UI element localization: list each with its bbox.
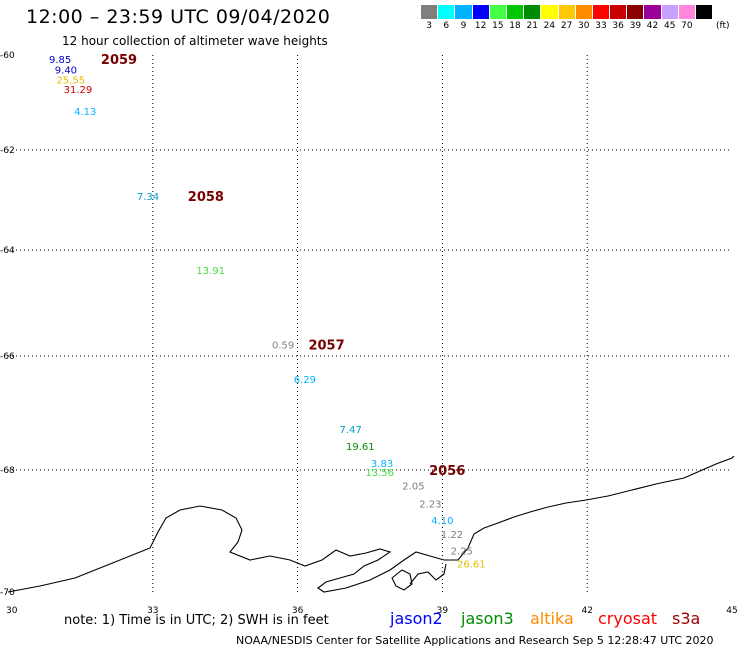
coastline-main — [7, 455, 735, 593]
satellite-name: altika — [530, 609, 574, 628]
legend-label: 33 — [595, 21, 607, 31]
coastline-inlet — [409, 563, 447, 585]
legend-swatch: 39 — [627, 5, 645, 31]
lon-tick-label: 30 — [6, 606, 18, 616]
legend-swatch: 3 — [421, 5, 439, 31]
wave-height-value: 31.29 — [64, 85, 93, 96]
legend-swatch: 18 — [506, 5, 525, 31]
pass-number-label: 2058 — [188, 190, 224, 205]
lat-tick-label: -70 — [0, 588, 15, 598]
credit-line: NOAA/NESDIS Center for Satellite Applica… — [236, 634, 714, 647]
legend-swatch — [696, 5, 714, 19]
legend-label: 15 — [492, 21, 504, 31]
legend-swatch: 42 — [644, 5, 662, 31]
wave-height-value: 1.22 — [441, 530, 463, 541]
lat-tick-label: -62 — [0, 146, 15, 156]
legend-label: 45 — [663, 21, 676, 31]
map-grid: 30 33 36 39 42 45 -60 -62 -64 -66 -68 -70 — [0, 51, 738, 616]
lat-tick-label: -64 — [0, 246, 15, 256]
footer-note: note: 1) Time is in UTC; 2) SWH is in fe… — [64, 613, 329, 628]
legend-label: 27 — [560, 21, 573, 31]
legend-swatch: 30 — [575, 5, 593, 31]
satellite-name: jason2 — [390, 609, 443, 628]
lon-tick-label: 36 — [292, 606, 304, 616]
legend-label: 70 — [681, 21, 693, 31]
wave-height-value: 4.10 — [431, 516, 453, 527]
map-subtitle: 12 hour collection of altimeter wave hei… — [62, 34, 328, 48]
legend-swatch: 33 — [592, 5, 611, 31]
legend-label: 6 — [443, 21, 450, 31]
coastline — [7, 455, 735, 593]
pass-number-label: 2057 — [308, 338, 344, 353]
legend-swatch: 36 — [610, 5, 628, 31]
legend-swatch: 70 — [678, 5, 696, 31]
lat-tick-label: -68 — [0, 466, 15, 476]
wave-height-value: 3.83 — [371, 459, 393, 470]
legend-label: 42 — [646, 21, 659, 31]
legend-swatch: 24 — [541, 5, 559, 31]
legend-label: 9 — [460, 21, 467, 31]
satellite-name: cryosat — [598, 609, 658, 628]
wave-height-value: 2.25 — [451, 547, 473, 558]
wave-height-value: 6.29 — [294, 375, 316, 386]
pass-number-label: 2056 — [429, 464, 465, 479]
lat-tick-label: -60 — [0, 51, 15, 61]
legend-swatch: 15 — [489, 5, 507, 31]
legend-swatch: 9 — [455, 5, 473, 31]
wave-height-value: 13.91 — [196, 266, 225, 277]
legend-swatch: 12 — [472, 5, 490, 31]
wave-height-value: 7.34 — [137, 192, 159, 203]
legend-label: 39 — [629, 21, 642, 31]
legend-label: 21 — [526, 21, 538, 31]
legend-label: 12 — [474, 21, 487, 31]
legend-label: 18 — [509, 21, 521, 31]
lon-tick-label: 33 — [147, 606, 158, 616]
lon-tick-label: 39 — [437, 606, 449, 616]
legend-label: 3 — [426, 21, 432, 31]
wave-height-value: 25.55 — [56, 76, 85, 87]
legend-swatch: 27 — [558, 5, 576, 31]
lon-tick-label: 45 — [726, 606, 737, 616]
wave-height-value: 7.47 — [340, 425, 362, 436]
legend-swatch: 6 — [438, 5, 456, 31]
legend-unit: (ft) — [716, 21, 730, 31]
legend-swatch: 21 — [524, 5, 542, 31]
wave-height-value: 2.23 — [419, 500, 441, 511]
wave-height-value: 9.40 — [55, 65, 77, 76]
lon-tick-label: 42 — [581, 606, 592, 616]
map-title: 12:00 – 23:59 UTC 09/04/2020 — [26, 6, 331, 28]
legend-label: 30 — [578, 21, 590, 31]
lat-tick-label: -66 — [0, 352, 15, 362]
wave-height-value: 2.05 — [402, 481, 424, 492]
legend-label: 36 — [612, 21, 624, 31]
legend-label: 24 — [543, 21, 556, 31]
cycle-pass-labels: 2059 2058 2057 2056 — [101, 53, 465, 479]
satellite-name: s3a — [672, 609, 701, 628]
color-legend: 3 6 9 12 15 18 21 24 27 30 33 36 39 42 45 70 — [421, 5, 714, 31]
wave-height-value: 26.61 — [457, 559, 486, 570]
island-outline — [391, 569, 413, 591]
pass-number-label: 2059 — [101, 53, 137, 68]
legend-swatch: 45 — [661, 5, 679, 31]
satellite-name: jason3 — [461, 609, 514, 628]
wave-height-value: 0.59 — [272, 340, 294, 351]
wave-height-value: 9.85 — [49, 55, 71, 66]
wave-height-value: 13.56 — [365, 468, 394, 479]
wave-height-value: 4.13 — [74, 107, 96, 118]
wave-height-value: 19.61 — [346, 442, 375, 453]
